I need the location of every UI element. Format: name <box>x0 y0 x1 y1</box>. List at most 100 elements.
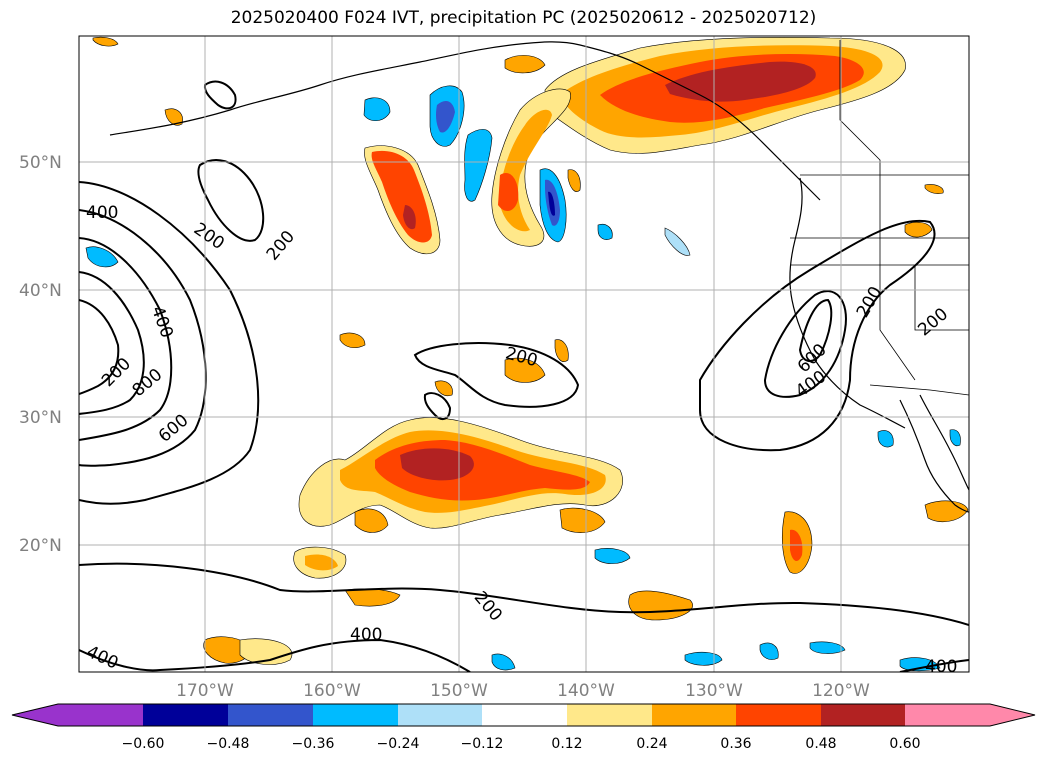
ivt-contour-west-2 <box>79 209 207 467</box>
lon-label-160w: 160°W <box>303 681 361 701</box>
lat-label-20n: 20°N <box>19 536 62 556</box>
ivt-contour-west-5 <box>79 299 120 395</box>
border-us-mexico <box>869 384 969 396</box>
lon-label-170w: 170°W <box>176 681 234 701</box>
ivt-contour-outer-west <box>79 181 260 505</box>
map-title: 2025020400 F024 IVT, precipitation PC (2… <box>230 8 817 28</box>
lon-label-150w: 150°W <box>430 681 488 701</box>
colorbar-swatch <box>567 704 652 726</box>
coastline-mexico <box>919 394 969 491</box>
precip-neg-15 <box>949 429 961 447</box>
precip-neg-9 <box>759 642 779 660</box>
colorbar-tick-label: 0.60 <box>889 736 920 752</box>
lon-label-140w: 140°W <box>557 681 615 701</box>
colorbar-swatch <box>652 704 736 726</box>
coastline-baja <box>899 399 969 513</box>
colorbar-tick-label: 0.36 <box>720 736 751 752</box>
colorbar-swatch <box>482 704 567 726</box>
precip-patch-misc6 <box>504 55 546 74</box>
lat-label-40n: 40°N <box>19 281 62 301</box>
ivt-contour-central <box>413 342 580 408</box>
colorbar-tick-label: −0.48 <box>207 736 250 752</box>
ivt-contour-aleutian <box>203 80 237 110</box>
lat-label-30n: 30°N <box>19 408 62 428</box>
political-borders <box>790 40 969 396</box>
precip-patch-misc3 <box>339 332 366 349</box>
border-az <box>914 265 969 331</box>
ivt-contour-west-3 <box>79 237 173 441</box>
precip-neg-5 <box>85 246 119 268</box>
precip-neg-1-2 <box>436 100 455 133</box>
precip-patch-bc-4 <box>665 61 816 102</box>
precip-neg-2 <box>464 129 493 202</box>
contour-label: 400 <box>925 657 957 677</box>
colorbar-extend-left <box>12 704 58 726</box>
ivt-contour-north <box>197 159 265 242</box>
precip-patch-misc7 <box>904 221 933 238</box>
lat-label-50n: 50°N <box>19 153 62 173</box>
precip-patch-misc2 <box>434 380 453 397</box>
colorbar-tick-label: −0.36 <box>292 736 335 752</box>
colorbar-extend-right <box>990 704 1035 726</box>
precip-patch-45n-3 <box>403 205 416 230</box>
ivt-contour-small <box>423 392 452 421</box>
contour-label: 400 <box>86 203 118 223</box>
ivt-contour-south <box>79 562 969 626</box>
colorbar-swatch <box>821 704 905 726</box>
colorbar-tick-label: −0.24 <box>377 736 420 752</box>
colorbar-swatch <box>58 704 143 726</box>
colorbar-swatch <box>143 704 228 726</box>
ivt-contour-west-4 <box>79 271 145 415</box>
colorbar-swatch <box>313 704 398 726</box>
colorbar-outline <box>11 703 1036 727</box>
colorbar-tick-label: 0.48 <box>805 736 836 752</box>
colorbar: −0.60 −0.48 −0.36 −0.24 −0.12 0.12 0.24 … <box>11 703 1036 752</box>
colorbar-tick-label: 0.12 <box>551 736 582 752</box>
precip-patch-south7 <box>354 508 389 533</box>
precip-neg-8 <box>491 653 516 671</box>
coastline-alaska <box>109 41 821 201</box>
contour-label: 400 <box>350 625 382 645</box>
precip-neg-6 <box>594 548 631 564</box>
lon-label-120w: 120°W <box>812 681 870 701</box>
precip-patch-misc10 <box>92 36 119 47</box>
precip-patch-south1-2 <box>305 554 338 571</box>
colorbar-swatch <box>905 704 990 726</box>
ivt-contour-se <box>899 659 969 672</box>
ivt-contour-east-inner <box>798 298 833 362</box>
colorbar-tick-label: −0.60 <box>122 736 165 752</box>
latitude-labels: 50°N 40°N 30°N 20°N <box>19 153 62 556</box>
coastline-bc-wa-or-ca <box>789 177 906 429</box>
precip-patch-45n-2 <box>371 150 432 243</box>
lon-label-130w: 130°W <box>685 681 743 701</box>
precip-patch-central-4 <box>400 448 474 481</box>
precipitation-layer <box>85 36 969 672</box>
precip-patch-arc-3 <box>498 172 519 212</box>
precip-neg-12 <box>877 430 894 448</box>
precip-neg-14 <box>664 227 691 256</box>
ivt-contour-east-outer <box>699 219 936 452</box>
precip-patch-misc5 <box>164 108 183 126</box>
ivt-contour-south-2 <box>79 638 471 672</box>
coastlines <box>109 41 969 513</box>
precip-neg-4 <box>363 97 391 121</box>
ivt-contour-east-mid <box>763 290 847 398</box>
colorbar-swatch <box>228 704 313 726</box>
precip-patch-misc1 <box>504 357 546 383</box>
precip-patch-misc9 <box>924 184 944 194</box>
precip-neg-10 <box>809 641 846 654</box>
precip-patch-south6 <box>559 507 606 533</box>
precip-patch-misc8 <box>567 169 581 192</box>
precip-patch-misc4 <box>554 339 569 362</box>
graticule <box>79 36 969 672</box>
colorbar-swatch <box>398 704 482 726</box>
precip-neg-7 <box>684 651 723 666</box>
precip-neg-11 <box>899 657 941 672</box>
colorbar-tick-label: −0.12 <box>461 736 504 752</box>
precip-neg-3-3 <box>548 191 555 216</box>
ivt-contours <box>79 80 969 672</box>
colorbar-swatch <box>736 704 821 726</box>
map-frame <box>78 35 970 673</box>
precip-neg-13 <box>597 223 613 240</box>
